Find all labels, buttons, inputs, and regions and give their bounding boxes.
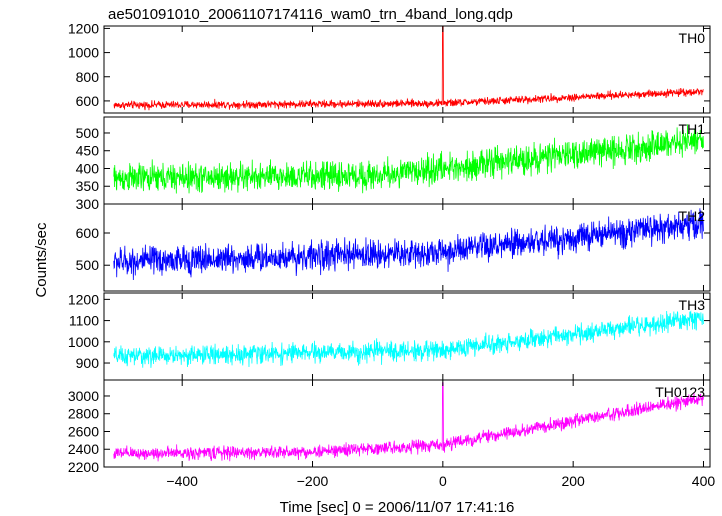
y-tick-label: 600 [76, 93, 100, 109]
series-line-th1 [113, 124, 704, 194]
x-tick-label: 0 [439, 473, 447, 489]
panel-label-th1: TH1 [679, 121, 706, 137]
series-line-th3 [113, 310, 704, 368]
y-tick-label: 450 [76, 143, 100, 159]
panel-frame [103, 379, 711, 468]
x-tick-label: −200 [297, 473, 329, 489]
panel-frame [103, 25, 711, 114]
y-axis-label: Counts/sec [33, 222, 50, 298]
panel-th0: 600 800 1000 1200 TH0 [68, 20, 711, 114]
y-tick-label: 1200 [68, 291, 99, 307]
panel-frame [103, 116, 711, 205]
panel-label-th3: TH3 [679, 297, 706, 313]
y-tick-label: 500 [76, 125, 100, 141]
y-tick-label: 600 [76, 225, 100, 241]
panel-th3: 900 1000 1100 1200 TH3 [68, 291, 711, 381]
series-line-th2 [113, 208, 704, 281]
y-tick-label: 2600 [68, 423, 99, 439]
y-tick-label: 800 [76, 69, 100, 85]
series-line-th0123 [113, 382, 704, 462]
series-line-th0 [113, 26, 704, 111]
y-tick-label: 1000 [68, 334, 99, 350]
y-tick-label: 2400 [68, 441, 99, 457]
y-tick-label: 1100 [69, 313, 99, 329]
chart-title: ae501091010_20061107174116_wam0_trn_4ban… [108, 6, 513, 23]
y-tick-label: 3000 [68, 388, 99, 404]
y-tick-label: 900 [76, 355, 100, 371]
panel-label-th2: TH2 [679, 208, 706, 224]
y-tick-label: 500 [76, 257, 100, 273]
x-tick-label: 200 [561, 473, 585, 489]
y-tick-label: 2200 [68, 459, 99, 475]
y-tick-label: 300 [76, 196, 100, 212]
y-tick-label: 1200 [68, 20, 99, 36]
panel-label-th0: TH0 [679, 30, 706, 46]
y-tick-label: 350 [76, 178, 100, 194]
y-tick-label: 1000 [68, 45, 99, 61]
panel-frame [103, 203, 711, 292]
panel-label-th0123: TH0123 [655, 384, 705, 400]
y-tick-label: 400 [76, 160, 100, 176]
panel-th2: 500 600 TH2 [76, 203, 711, 292]
x-axis-label: Time [sec] 0 = 2006/11/07 17:41:16 [280, 499, 515, 516]
y-tick-label: 2800 [68, 406, 99, 422]
panel-frame [103, 292, 711, 381]
x-tick-label: 400 [692, 473, 716, 489]
x-tick-label: −400 [166, 473, 198, 489]
